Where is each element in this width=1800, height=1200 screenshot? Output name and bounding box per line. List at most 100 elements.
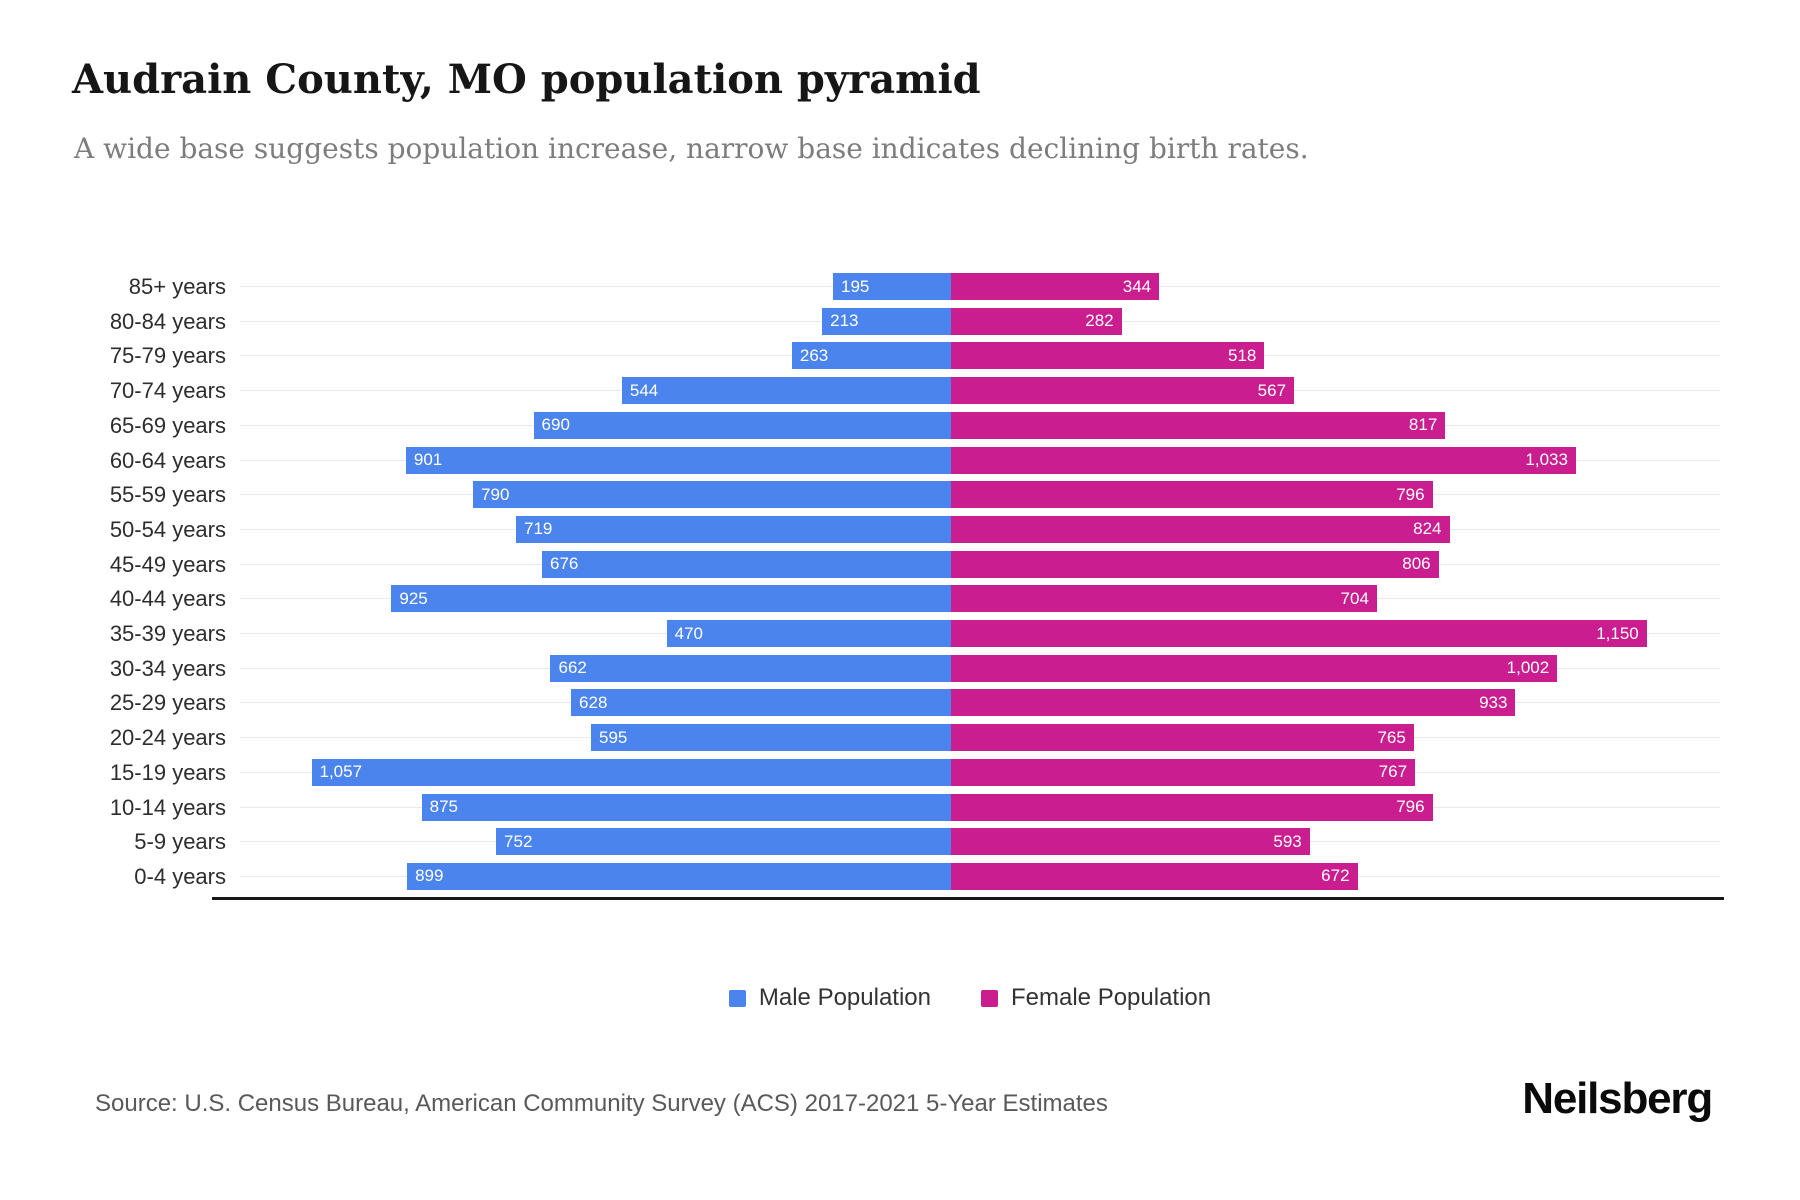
male-bar-value-label: 263 xyxy=(799,345,829,365)
female-bar: 767 xyxy=(951,758,1416,786)
male-bar: 901 xyxy=(405,446,951,474)
male-bar-value-label: 690 xyxy=(541,415,570,435)
age-axis-label: 85+ years xyxy=(128,274,226,299)
age-axis-label: 35-39 years xyxy=(109,621,226,646)
male-bar-value-label: 925 xyxy=(399,588,428,608)
female-bar: 1,033 xyxy=(951,446,1576,474)
female-bar: 817 xyxy=(951,411,1446,439)
age-axis-label: 0-4 years xyxy=(134,863,226,889)
female-bar-value-label: 282 xyxy=(1085,311,1114,331)
male-bar: 899 xyxy=(407,862,951,890)
source-text: Source: U.S. Census Bureau, American Com… xyxy=(95,1090,1108,1117)
male-bar-value-label: 595 xyxy=(599,727,628,747)
female-bar: 704 xyxy=(951,585,1377,613)
female-bar-value-label: 765 xyxy=(1377,727,1406,747)
legend-male-swatch xyxy=(728,989,746,1007)
female-bar: 824 xyxy=(951,515,1450,543)
age-axis-label: 15-19 years xyxy=(109,759,226,785)
female-bar-value-label: 806 xyxy=(1402,554,1431,574)
age-axis-label: 70-74 years xyxy=(109,378,226,404)
age-axis-label: 80-84 years xyxy=(109,308,226,334)
age-axis-label: 50-54 years xyxy=(109,516,226,542)
female-bar: 796 xyxy=(951,793,1433,821)
male-bar-value-label: 195 xyxy=(841,276,870,296)
male-bar: 195 xyxy=(833,273,951,300)
female-bar-value-label: 817 xyxy=(1408,415,1438,435)
legend-male-label: Male Population xyxy=(758,984,931,1011)
female-bar: 1,150 xyxy=(951,620,1647,647)
female-bar-value-label: 1,150 xyxy=(1596,623,1639,643)
male-bar-value-label: 899 xyxy=(415,866,444,886)
male-bar: 790 xyxy=(473,481,951,509)
x-axis-line xyxy=(212,897,1724,900)
age-axis-label: 60-64 years xyxy=(109,447,226,473)
male-bar-value-label: 213 xyxy=(830,311,859,331)
male-bar-value-label: 628 xyxy=(579,692,608,712)
chart-title: Audrain County, MO population pyramid xyxy=(72,56,981,103)
female-bar: 567 xyxy=(951,377,1295,405)
male-bar: 1,057 xyxy=(311,758,951,786)
female-bar: 672 xyxy=(951,862,1358,890)
male-bar: 544 xyxy=(621,377,951,405)
male-bar-value-label: 470 xyxy=(674,623,704,643)
male-bar: 719 xyxy=(516,515,951,543)
male-bar-value-label: 790 xyxy=(481,484,510,504)
age-axis-label: 65-69 years xyxy=(109,412,226,438)
female-bar: 344 xyxy=(951,273,1160,300)
male-bar-value-label: 676 xyxy=(550,554,579,574)
male-bar: 213 xyxy=(822,307,951,335)
chart-subtitle: A wide base suggests population increase… xyxy=(74,132,1309,165)
female-bar: 796 xyxy=(951,481,1433,509)
legend-female-label: Female Population xyxy=(1011,984,1212,1011)
female-bar-value-label: 1,033 xyxy=(1525,450,1568,469)
female-bar: 518 xyxy=(951,342,1265,370)
male-bar: 690 xyxy=(533,411,951,439)
female-bar-value-label: 344 xyxy=(1122,276,1152,296)
neilsberg-logo: Neilsberg xyxy=(1522,1074,1713,1123)
female-bar: 765 xyxy=(951,724,1414,752)
age-axis-label: 5-9 years xyxy=(134,829,226,855)
age-axis-label: 40-44 years xyxy=(109,586,226,612)
male-bar-value-label: 875 xyxy=(429,797,458,816)
female-bar-value-label: 767 xyxy=(1378,762,1408,782)
male-bar: 676 xyxy=(542,550,951,578)
legend-female-swatch xyxy=(981,989,998,1007)
female-bar-value-label: 518 xyxy=(1228,345,1257,365)
age-axis-label: 55-59 years xyxy=(109,482,226,508)
female-bar-value-label: 593 xyxy=(1273,831,1302,851)
male-bar-value-label: 901 xyxy=(413,450,443,469)
male-bar: 925 xyxy=(391,585,951,613)
male-bar-value-label: 544 xyxy=(629,380,659,400)
female-bar-value-label: 824 xyxy=(1413,519,1442,539)
legend: Male Population Female Population xyxy=(70,984,1800,1012)
age-axis-label: 20-24 years xyxy=(109,725,226,751)
male-bar: 752 xyxy=(496,828,951,856)
female-bar-value-label: 933 xyxy=(1479,692,1508,712)
male-bar: 595 xyxy=(591,724,951,752)
female-bar: 933 xyxy=(951,689,1516,717)
female-bar-value-label: 1,002 xyxy=(1506,658,1550,678)
female-bar: 282 xyxy=(951,307,1122,335)
female-bar-value-label: 796 xyxy=(1396,484,1425,504)
female-bar-value-label: 796 xyxy=(1396,797,1425,816)
male-bar: 628 xyxy=(571,689,951,717)
male-bar-value-label: 752 xyxy=(504,831,533,851)
male-bar: 470 xyxy=(666,620,951,647)
female-bar-value-label: 567 xyxy=(1257,380,1287,400)
female-bar-value-label: 704 xyxy=(1340,588,1369,608)
female-bar: 593 xyxy=(951,828,1310,856)
male-bar: 875 xyxy=(421,793,951,821)
male-bar: 263 xyxy=(791,342,951,370)
male-bar: 662 xyxy=(550,654,951,682)
age-axis-label: 30-34 years xyxy=(109,655,226,681)
female-bar: 806 xyxy=(951,550,1439,578)
male-bar-value-label: 1,057 xyxy=(319,762,363,782)
age-axis-label: 25-29 years xyxy=(109,690,226,716)
female-bar: 1,002 xyxy=(951,654,1558,682)
age-axis-label: 45-49 years xyxy=(109,551,226,577)
age-axis-label: 10-14 years xyxy=(109,794,226,820)
male-bar-value-label: 719 xyxy=(524,519,553,539)
age-axis-label: 75-79 years xyxy=(109,343,226,369)
